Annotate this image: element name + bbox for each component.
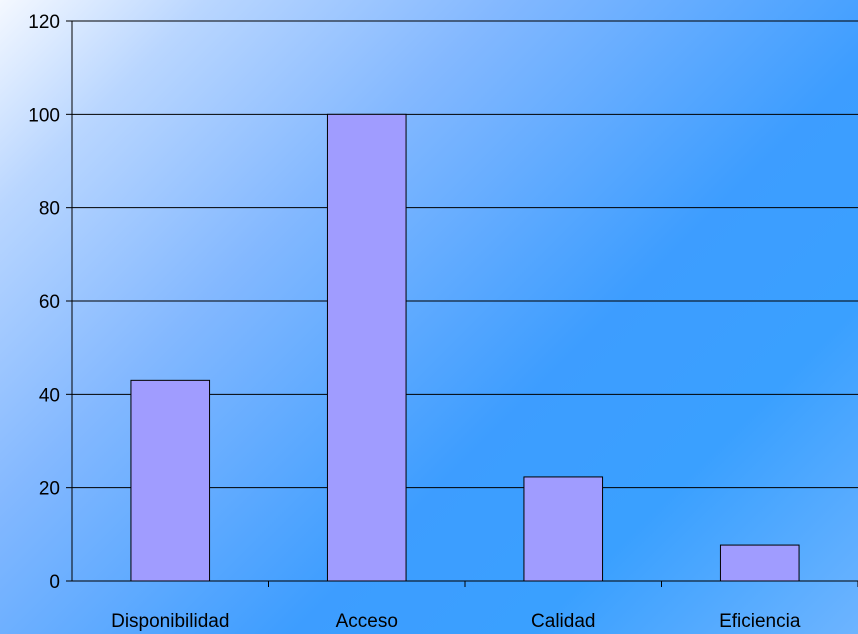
- bar-disponibilidad: [130, 379, 211, 582]
- bar-calidad: [523, 476, 604, 582]
- x-tick-label: Disponibilidad: [111, 611, 229, 632]
- axes: [66, 20, 858, 587]
- y-tick-label: 60: [39, 292, 60, 313]
- y-tick-label: 100: [28, 105, 60, 126]
- bars: [130, 113, 800, 582]
- bar-acceso: [326, 113, 407, 582]
- y-tick-label: 20: [39, 479, 60, 500]
- x-tick-label: Calidad: [531, 611, 595, 632]
- y-tick-label: 0: [49, 572, 60, 593]
- y-tick-label: 40: [39, 385, 60, 406]
- y-tick-labels: 0 20 40 60 80 100 120: [28, 12, 60, 593]
- y-tick-label: 80: [39, 199, 60, 220]
- y-tick-label: 120: [28, 12, 60, 33]
- x-tick-label: Eficiencia: [719, 611, 801, 632]
- x-tick-label: Acceso: [336, 611, 398, 632]
- bar-eficiencia: [719, 544, 800, 582]
- x-tick-labels: Disponibilidad Acceso Calidad Eficiencia: [111, 611, 801, 632]
